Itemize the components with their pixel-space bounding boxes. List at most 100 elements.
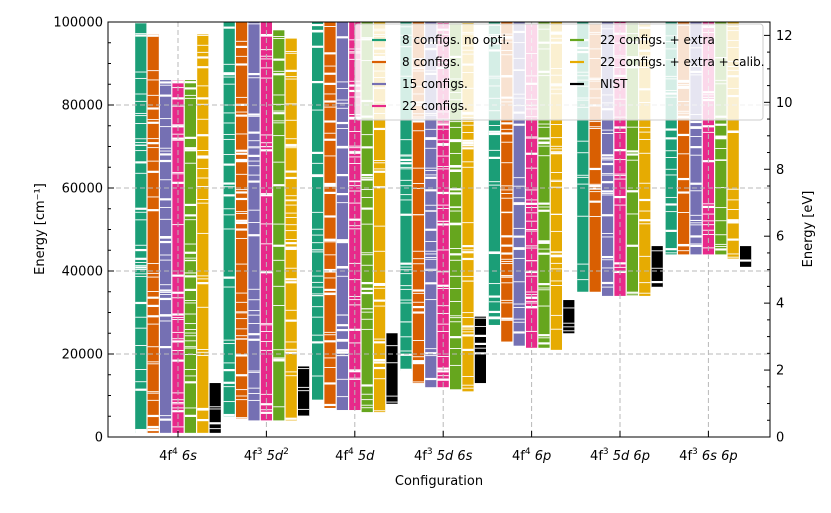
level-gap <box>589 168 601 169</box>
level-gap <box>298 368 310 370</box>
level-gap <box>501 211 513 213</box>
level-gap <box>248 146 260 148</box>
level-gap <box>135 172 147 174</box>
level-column-fill <box>437 22 449 388</box>
level-gap <box>312 341 324 344</box>
level-gap <box>639 198 651 202</box>
level-gap <box>400 285 412 287</box>
level-gap <box>400 269 412 271</box>
level-gap <box>223 153 235 155</box>
level-gap <box>602 158 614 160</box>
level-gap <box>400 368 412 370</box>
level-gap <box>400 185 412 187</box>
level-gap <box>425 257 437 258</box>
level-gap <box>260 403 272 406</box>
level-gap <box>223 386 235 388</box>
level-gap <box>639 282 651 284</box>
level-column-fill <box>223 22 235 417</box>
level-column <box>273 30 285 421</box>
level-gap <box>197 186 209 187</box>
level-gap <box>285 76 297 78</box>
level-gap <box>248 371 260 373</box>
level-gap <box>727 238 739 241</box>
level-gap <box>336 266 348 269</box>
level-gap <box>501 282 513 284</box>
level-gap <box>626 294 638 296</box>
level-gap <box>400 166 412 168</box>
level-gap <box>462 325 474 328</box>
level-gap <box>273 305 285 306</box>
level-gap <box>236 221 248 225</box>
level-gap <box>324 52 336 55</box>
level-gap <box>425 147 437 149</box>
level-gap <box>526 300 538 302</box>
y-axis-label: Energy [cm⁻¹] <box>33 183 48 275</box>
level-gap <box>336 349 348 352</box>
level-gap <box>184 323 196 325</box>
level-gap <box>651 250 663 252</box>
level-gap <box>147 276 159 278</box>
level-gap <box>474 347 486 349</box>
level-gap <box>538 141 550 144</box>
level-gap <box>361 311 373 313</box>
level-gap <box>450 206 462 208</box>
level-gap <box>312 174 324 177</box>
level-gap <box>285 417 297 420</box>
level-gap <box>488 156 500 159</box>
level-gap <box>727 199 739 201</box>
level-gap <box>336 275 348 277</box>
level-gap <box>223 194 235 197</box>
level-gap <box>336 173 348 177</box>
level-gap <box>412 130 424 132</box>
level-gap <box>248 23 260 25</box>
level-gap <box>236 338 248 340</box>
level-gap <box>273 244 285 247</box>
level-gap <box>412 292 424 294</box>
level-column <box>147 34 159 433</box>
level-gap <box>462 161 474 163</box>
level-gap <box>462 328 474 330</box>
level-gap <box>135 138 147 140</box>
level-gap <box>336 193 348 196</box>
level-gap <box>298 408 310 410</box>
level-gap <box>513 249 525 250</box>
level-gap <box>361 197 373 198</box>
level-gap <box>298 415 310 417</box>
level-gap <box>526 306 538 309</box>
level-column <box>386 333 398 404</box>
level-gap <box>184 162 196 164</box>
level-gap <box>197 134 209 137</box>
level-gap <box>184 332 196 334</box>
level-gap <box>602 157 614 159</box>
legend-item: 8 configs. <box>372 55 460 69</box>
level-column <box>248 22 260 421</box>
level-gap <box>273 38 285 39</box>
level-gap <box>513 321 525 323</box>
level-column <box>740 246 752 267</box>
level-gap <box>361 189 373 190</box>
level-column <box>184 80 196 433</box>
level-gap <box>450 321 462 323</box>
level-gap <box>223 343 235 345</box>
level-gap <box>690 146 702 149</box>
level-gap <box>285 224 297 226</box>
level-gap <box>715 160 727 161</box>
level-gap <box>374 305 386 307</box>
level-gap <box>437 204 449 206</box>
level-gap <box>184 136 196 139</box>
level-gap <box>197 275 209 277</box>
level-column-fill <box>386 333 398 404</box>
level-gap <box>450 165 462 168</box>
level-gap <box>147 121 159 124</box>
level-gap <box>135 71 147 73</box>
level-gap <box>197 199 209 200</box>
level-gap <box>639 131 651 133</box>
level-gap <box>273 259 285 261</box>
level-gap <box>184 243 196 245</box>
level-gap <box>602 190 614 193</box>
level-gap <box>184 251 196 254</box>
level-gap <box>160 179 172 181</box>
level-gap <box>260 194 272 196</box>
level-gap <box>135 211 147 213</box>
level-gap <box>248 72 260 76</box>
